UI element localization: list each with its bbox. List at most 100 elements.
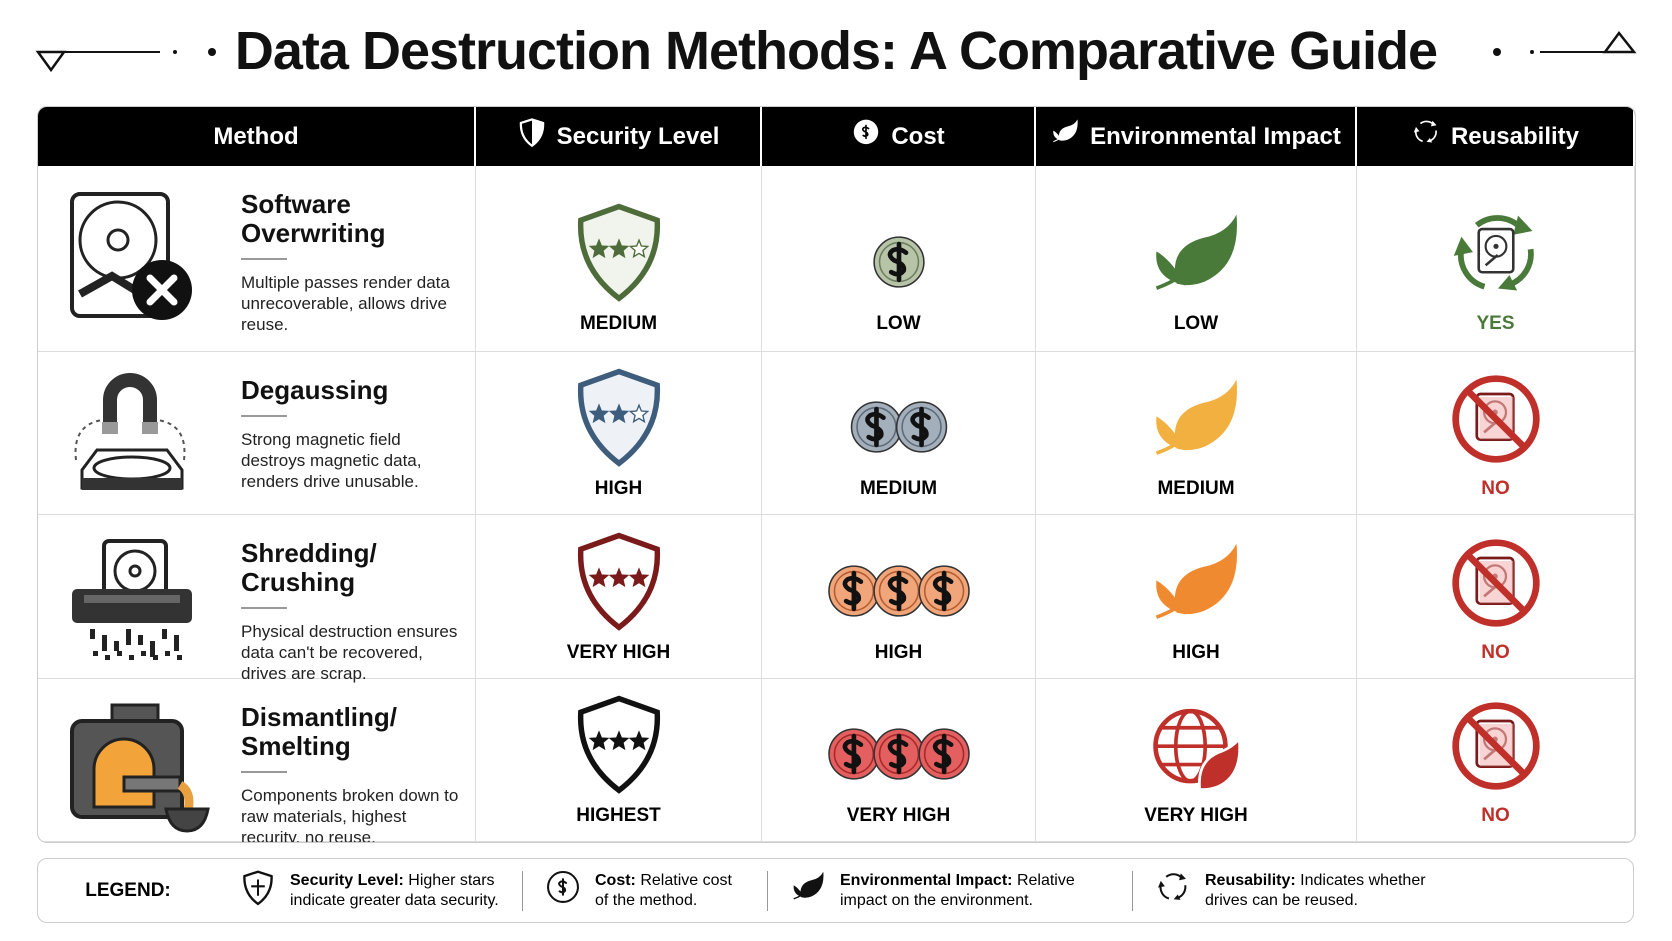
reusability-icon [1448,371,1544,472]
icon-part [1507,248,1534,288]
header-icon [851,118,881,155]
icon-part [864,406,886,448]
reusability-icon [1448,206,1544,307]
icon-part [1451,539,1540,627]
icon-part [628,567,649,588]
shield-icon [573,531,665,636]
legend-item: Cost: Relative cost of the method. [522,870,767,912]
icon-part [1453,236,1473,256]
icon-part [793,877,819,900]
icon-part [1419,120,1434,125]
environment-icon [1146,702,1246,799]
icon-part [74,419,186,461]
icon-part [608,567,629,588]
method-icon [62,184,212,329]
icon-part [917,565,970,617]
reusability-label: NO [1481,642,1510,663]
icon [577,368,660,467]
legend-icon [790,870,826,912]
icon-part [862,124,870,140]
legend-item: Security Level: Higher stars indicate gr… [218,869,522,911]
dot [1493,48,1501,56]
icon [1155,543,1237,619]
cost-cell: LOW [762,166,1036,352]
icon-part [128,564,142,578]
icon-part [1413,120,1437,143]
icon-part [842,570,863,612]
icon [1158,872,1187,900]
environment-icon [1146,539,1246,636]
coin-icon [815,551,983,636]
icon-part [1155,396,1225,455]
legend-term: Security Level: [290,871,404,889]
reusability-cell: NO [1357,679,1635,842]
column-header: Method [38,107,476,166]
icon-part [917,728,970,780]
icon-part [872,728,925,780]
method-cell: Shredding/ Crushing Physical destruction … [38,515,476,683]
reusability-label: YES [1476,313,1515,334]
icon [74,373,186,490]
icon-part [153,655,158,660]
icon [577,695,660,794]
legend-text: Reusability: Indicates whether drives ca… [1205,871,1435,911]
shield-icon [573,367,665,472]
icon-part [92,737,156,809]
icon-part [122,775,182,793]
icon-part [1430,120,1437,127]
column-header-text: Cost [891,122,945,150]
icon-part [827,565,880,617]
legend-description: Relative impact on the environment. [840,871,1075,909]
legend-label: LEGEND: [85,879,171,901]
method-cell: Degaussing Strong magnetic field destroys… [38,352,476,515]
icon-part [1155,231,1225,290]
cost-cell: HIGH [762,515,1036,679]
coin-icon [815,222,983,307]
icon-part [251,879,265,896]
icon-part [102,422,118,434]
icon-part [827,728,880,780]
dot [173,50,177,54]
reusability-icon [1448,535,1544,636]
cost-cell: VERY HIGH [762,679,1036,842]
reusability-icon [1448,698,1544,799]
icon-part [628,730,649,751]
method-description: Physical destruction ensures data can't … [241,622,458,683]
icon [577,203,660,302]
icon-part [103,373,157,430]
reusability-cell: YES [1357,166,1635,352]
icon-part [105,655,110,660]
legend-description: Higher stars indicate greater data secur… [290,871,499,909]
icon-part [93,651,98,656]
icon-part [588,238,609,259]
icon [1451,539,1540,627]
legend-icon [545,870,581,912]
dot [208,48,216,56]
reusability-label: NO [1481,478,1510,499]
dot [1530,50,1534,54]
icon-part [909,406,931,448]
method-icon [62,697,212,842]
column-header-text: Environmental Impact [1090,122,1341,150]
title-decoration [35,30,1637,73]
icon-part [142,422,158,434]
icon-part [1464,551,1527,615]
icon-part [588,567,609,588]
icon-part [78,271,141,298]
method-icon [62,533,212,678]
legend-text: Environmental Impact: Relative impact on… [840,871,1110,911]
icon-part [1165,872,1183,878]
shield-icon [573,694,665,799]
divider [241,607,287,609]
security-cell: MEDIUM [476,166,762,352]
legend-description: Relative cost of the method. [595,871,732,909]
method-text: Shredding/ Crushing Physical destruction … [241,539,466,684]
title: Data Destruction Methods: A Comparative … [234,21,1438,81]
icon-part [138,635,143,645]
icon-part [106,228,130,252]
icon-part [1413,126,1420,133]
icon-part [177,655,182,660]
icon-part [1053,130,1063,141]
method-text: Degaussing Strong magnetic field destroys… [241,376,466,492]
column-header: Security Level [476,107,762,166]
